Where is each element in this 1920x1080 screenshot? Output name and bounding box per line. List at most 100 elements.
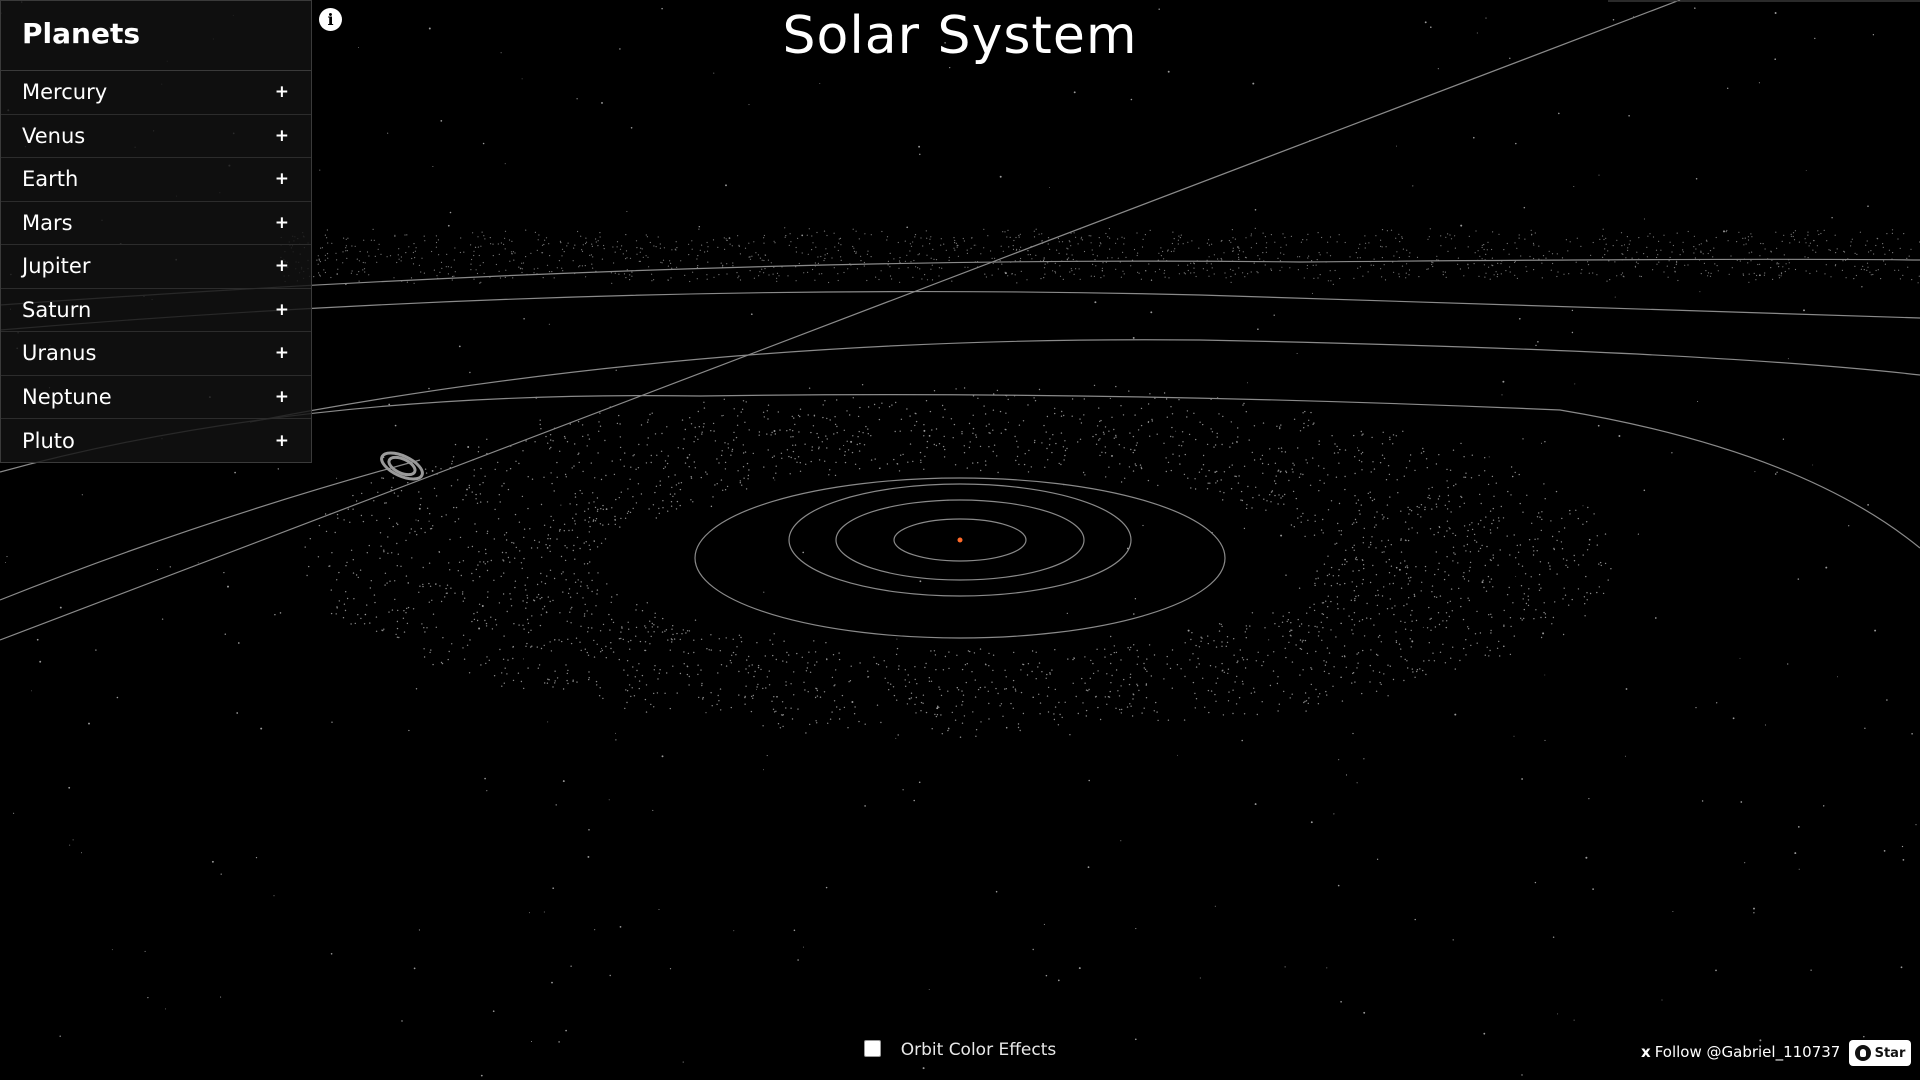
belt-particle bbox=[1428, 488, 1430, 490]
belt-particle bbox=[948, 651, 950, 653]
plus-icon[interactable]: + bbox=[274, 343, 289, 364]
belt-particle bbox=[833, 232, 835, 234]
belt-particle bbox=[1014, 435, 1016, 438]
belt-particle bbox=[1498, 640, 1500, 643]
belt-particle bbox=[1409, 638, 1411, 640]
belt-particle bbox=[1383, 457, 1386, 460]
belt-particle bbox=[1136, 685, 1139, 687]
belt-particle bbox=[504, 248, 506, 250]
belt-particle bbox=[644, 625, 646, 627]
belt-particle bbox=[1077, 712, 1080, 715]
belt-particle bbox=[1525, 266, 1527, 268]
planet-item-saturn[interactable]: Saturn + bbox=[1, 289, 311, 332]
belt-particle bbox=[929, 410, 932, 413]
plus-icon[interactable]: + bbox=[274, 125, 289, 146]
planet-item-venus[interactable]: Venus + bbox=[1, 115, 311, 158]
plus-icon[interactable]: + bbox=[274, 169, 289, 190]
belt-particle bbox=[1341, 563, 1344, 566]
plus-icon[interactable]: + bbox=[274, 299, 289, 320]
belt-particle bbox=[1254, 227, 1256, 229]
belt-particle bbox=[1454, 235, 1456, 237]
star bbox=[431, 469, 434, 472]
star bbox=[1552, 936, 1555, 938]
belt-particle bbox=[984, 273, 986, 275]
belt-particle bbox=[1231, 229, 1233, 231]
belt-particle bbox=[308, 565, 310, 568]
belt-particle bbox=[1834, 265, 1836, 267]
belt-particle bbox=[1193, 263, 1195, 265]
belt-particle bbox=[1453, 552, 1455, 554]
belt-particle bbox=[664, 466, 666, 468]
plus-icon[interactable]: + bbox=[274, 430, 289, 451]
belt-particle bbox=[1314, 514, 1316, 516]
plus-icon[interactable]: + bbox=[274, 82, 289, 103]
belt-particle bbox=[894, 430, 896, 433]
belt-particle bbox=[1577, 588, 1580, 590]
planet-item-earth[interactable]: Earth + bbox=[1, 158, 311, 202]
planet-item-jupiter[interactable]: Jupiter + bbox=[1, 245, 311, 289]
belt-particle bbox=[1184, 675, 1186, 678]
sun[interactable] bbox=[957, 537, 963, 543]
belt-particle bbox=[835, 461, 837, 464]
belt-particle bbox=[447, 266, 449, 268]
belt-particle bbox=[1747, 262, 1749, 264]
plus-icon[interactable]: + bbox=[274, 212, 289, 233]
belt-particle bbox=[1497, 262, 1499, 264]
planet-item-uranus[interactable]: Uranus + bbox=[1, 332, 311, 376]
belt-particle bbox=[1157, 259, 1159, 261]
star bbox=[1488, 456, 1490, 458]
orbit-color-toggle[interactable]: Orbit Color Effects bbox=[0, 1039, 1920, 1060]
info-icon[interactable]: i bbox=[319, 8, 342, 31]
plus-icon[interactable]: + bbox=[274, 386, 289, 407]
belt-particle bbox=[513, 259, 515, 261]
belt-particle bbox=[1447, 486, 1449, 489]
belt-particle bbox=[440, 261, 443, 263]
belt-particle bbox=[573, 465, 575, 467]
github-star-button[interactable]: Star bbox=[1849, 1040, 1911, 1066]
belt-particle bbox=[938, 706, 940, 709]
belt-particle bbox=[1094, 696, 1097, 698]
planet-item-mars[interactable]: Mars + bbox=[1, 202, 311, 245]
belt-particle bbox=[1151, 418, 1153, 421]
belt-particle bbox=[1104, 426, 1107, 428]
belt-particle bbox=[563, 530, 565, 532]
belt-particle bbox=[556, 476, 558, 478]
star bbox=[1582, 505, 1584, 507]
belt-particle bbox=[1830, 276, 1832, 278]
orbit-color-checkbox[interactable] bbox=[863, 1039, 881, 1057]
belt-particle bbox=[1520, 617, 1522, 619]
belt-particle bbox=[448, 562, 450, 564]
belt-particle bbox=[1383, 673, 1385, 675]
belt-particle bbox=[1542, 255, 1545, 257]
belt-particle bbox=[1395, 641, 1398, 644]
belt-particle bbox=[773, 711, 776, 713]
belt-particle bbox=[1497, 273, 1499, 275]
belt-particle bbox=[632, 507, 634, 510]
plus-icon[interactable]: + bbox=[274, 256, 289, 277]
belt-particle bbox=[1139, 464, 1142, 466]
follow-on-x-link[interactable]: x Follow @Gabriel_110737 bbox=[1641, 1043, 1840, 1061]
planet-item-pluto[interactable]: Pluto + bbox=[1, 419, 311, 463]
belt-particle bbox=[1404, 658, 1406, 661]
saturn-marker[interactable] bbox=[378, 448, 426, 485]
belt-particle bbox=[1208, 711, 1210, 714]
belt-particle bbox=[1407, 667, 1409, 669]
belt-particle bbox=[1174, 248, 1176, 250]
belt-particle bbox=[1459, 268, 1461, 270]
belt-particle bbox=[1039, 702, 1042, 704]
belt-particle bbox=[766, 676, 768, 678]
belt-particle bbox=[1658, 240, 1660, 242]
belt-particle bbox=[629, 279, 631, 281]
belt-particle bbox=[962, 694, 965, 696]
star bbox=[223, 571, 225, 574]
belt-particle bbox=[1364, 247, 1366, 249]
planet-item-neptune[interactable]: Neptune + bbox=[1, 376, 311, 419]
belt-particle bbox=[432, 525, 434, 527]
star bbox=[358, 46, 359, 48]
belt-particle bbox=[1886, 233, 1888, 235]
belt-particle bbox=[1360, 430, 1363, 433]
belt-particle bbox=[1064, 440, 1066, 442]
belt-particle bbox=[564, 473, 567, 476]
planet-item-mercury[interactable]: Mercury + bbox=[1, 71, 311, 115]
belt-particle bbox=[1762, 243, 1764, 245]
